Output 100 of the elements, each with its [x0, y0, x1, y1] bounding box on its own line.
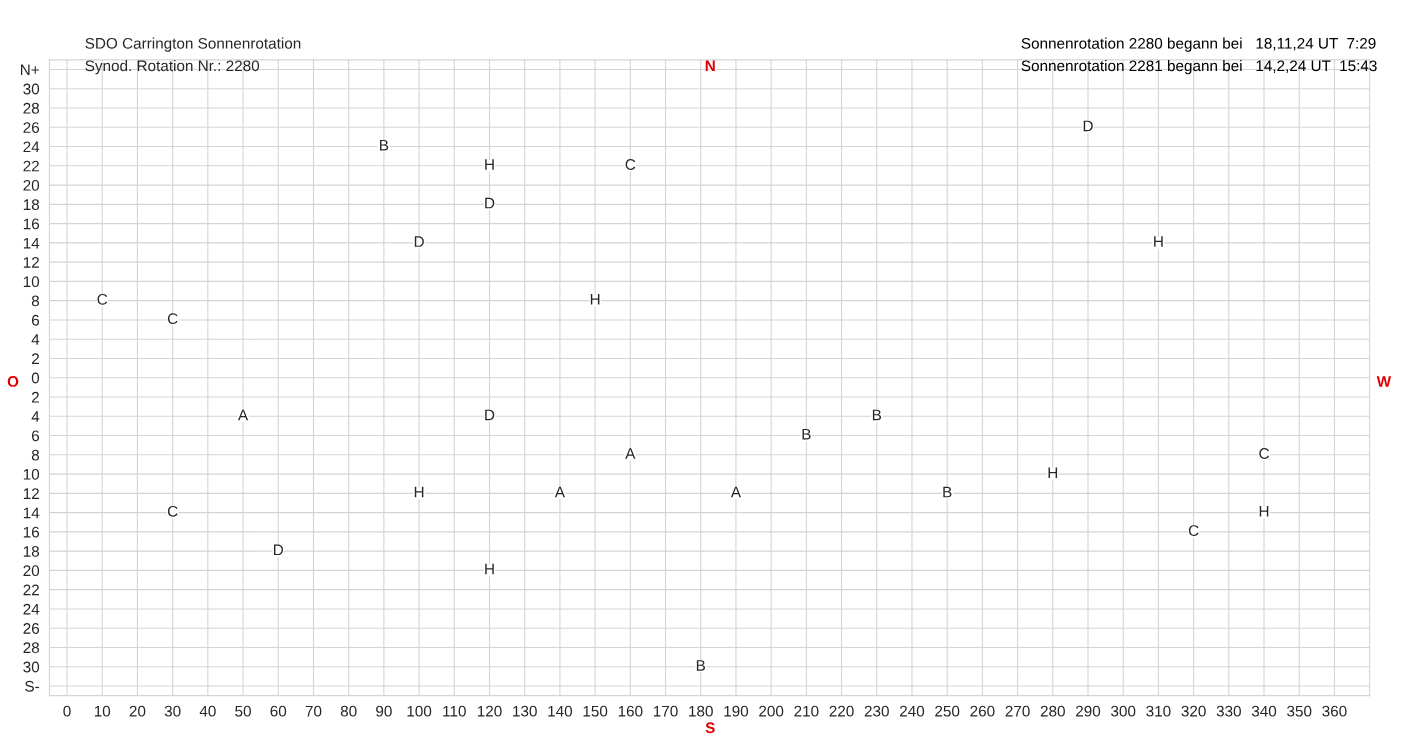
x-tick-label: 240	[899, 705, 925, 717]
y-tick-label: 22	[23, 584, 39, 596]
y-tick-label: 28	[23, 642, 40, 654]
y-tick-label: 16	[23, 526, 40, 538]
x-tick-label: 350	[1287, 705, 1312, 717]
x-tick-label: 0	[63, 705, 71, 717]
data-label: H	[485, 159, 494, 170]
x-tick-label: 320	[1181, 705, 1206, 717]
y-tick-label: 10	[23, 276, 40, 288]
data-label: H	[414, 486, 424, 498]
x-tick-label: 290	[1076, 705, 1101, 717]
x-tick-label: 340	[1251, 705, 1277, 717]
chart-subtitle: Synod. Rotation Nr.: 2280	[85, 59, 260, 75]
y-tick-label: S-	[25, 680, 40, 692]
y-tick-label: 12	[23, 257, 39, 268]
text: S	[705, 722, 715, 734]
data-label: H	[1259, 506, 1269, 517]
x-tick-label: 260	[970, 705, 995, 717]
text: Sonnenrotation 2280 begann bei 18,11,24 UT 7:29	[1021, 37, 1376, 52]
x-tick-label: 360	[1322, 705, 1347, 717]
x-tick-label: 270	[1005, 705, 1030, 717]
x-tick-label: 230	[864, 705, 889, 717]
x-tick-label: 210	[794, 705, 819, 717]
y-tick-label: 2	[31, 353, 39, 365]
y-tick-label: 24	[23, 603, 40, 615]
x-tick-label: 150	[583, 705, 608, 717]
text: W	[1376, 376, 1392, 387]
x-tick-label: 130	[513, 705, 537, 717]
data-label: C	[1188, 525, 1199, 536]
y-tick-label: 8	[31, 449, 40, 461]
text: O	[7, 376, 19, 387]
y-tick-label: 14	[23, 507, 40, 519]
y-tick-label: 24	[23, 141, 40, 153]
y-tick-label: 8	[31, 295, 40, 307]
x-tick-label: 180	[689, 705, 713, 717]
y-tick-label: 6	[31, 430, 40, 442]
y-tick-label: 0	[31, 372, 40, 384]
data-label: H	[1154, 236, 1163, 247]
y-tick-label: 30	[23, 83, 40, 95]
y-tick-label: 20	[23, 179, 40, 191]
y-tick-label: 6	[31, 314, 40, 326]
data-label: B	[943, 486, 952, 498]
data-label: B	[380, 139, 389, 151]
data-label: B	[696, 660, 706, 671]
x-tick-label: 70	[305, 705, 322, 717]
x-tick-label: 50	[235, 705, 251, 717]
x-tick-label: 300	[1111, 705, 1136, 717]
y-tick-label: 2	[31, 391, 39, 403]
y-tick-label: 4	[31, 334, 40, 345]
x-tick-label: 310	[1146, 705, 1171, 717]
data-label: B	[872, 409, 882, 421]
y-tick-label: 18	[23, 546, 40, 557]
data-label: A	[554, 486, 565, 498]
data-label: D	[485, 197, 495, 209]
data-label: D	[485, 409, 495, 421]
data-label: H	[590, 294, 600, 305]
x-tick-label: 10	[94, 705, 111, 717]
x-tick-label: 160	[618, 705, 643, 717]
data-label: A	[625, 448, 636, 459]
y-tick-label: 26	[23, 122, 40, 133]
x-tick-label: 140	[548, 705, 573, 717]
data-label: C	[1259, 448, 1269, 459]
data-label: C	[625, 159, 636, 170]
y-tick-label: 18	[23, 199, 40, 211]
y-tick-label: N+	[20, 64, 39, 76]
annotation: Sonnenrotation 2281 begann bei 14,2,24 UT 15:43	[1021, 59, 1377, 75]
data-label: A	[237, 409, 249, 421]
x-tick-label: 40	[199, 705, 216, 717]
data-label: D	[273, 544, 284, 556]
x-tick-label: 120	[477, 705, 502, 717]
x-tick-label: 60	[270, 705, 287, 717]
y-tick-label: 26	[23, 623, 40, 634]
y-tick-label: 14	[23, 237, 40, 249]
x-tick-label: 20	[129, 705, 146, 717]
x-tick-label: 190	[724, 705, 749, 717]
y-tick-label: 4	[31, 411, 40, 422]
data-label: D	[1083, 120, 1093, 132]
x-tick-label: 220	[829, 705, 854, 717]
y-tick-label: 22	[23, 160, 39, 172]
chart-title: SDO Carrington Sonnenrotation	[85, 37, 301, 52]
x-tick-label: 330	[1216, 705, 1241, 717]
x-tick-label: 90	[376, 705, 392, 717]
x-tick-label: 110	[443, 705, 466, 717]
y-tick-label: 30	[23, 661, 40, 673]
data-label: D	[414, 236, 424, 247]
data-label: C	[167, 505, 178, 517]
x-tick-label: 30	[164, 705, 181, 717]
y-tick-label: 16	[23, 218, 40, 230]
y-tick-label: 28	[23, 102, 40, 114]
data-label: B	[802, 428, 811, 440]
y-tick-label: 10	[23, 468, 40, 480]
x-tick-label: 80	[340, 705, 357, 717]
x-tick-label: 200	[759, 705, 784, 717]
data-label: C	[167, 313, 178, 325]
annotation: N	[705, 60, 715, 72]
x-tick-label: 170	[653, 705, 678, 717]
y-tick-label: 20	[23, 565, 40, 577]
data-label: A	[730, 486, 741, 498]
x-tick-label: 280	[1040, 705, 1065, 717]
data-label: H	[1048, 467, 1058, 479]
